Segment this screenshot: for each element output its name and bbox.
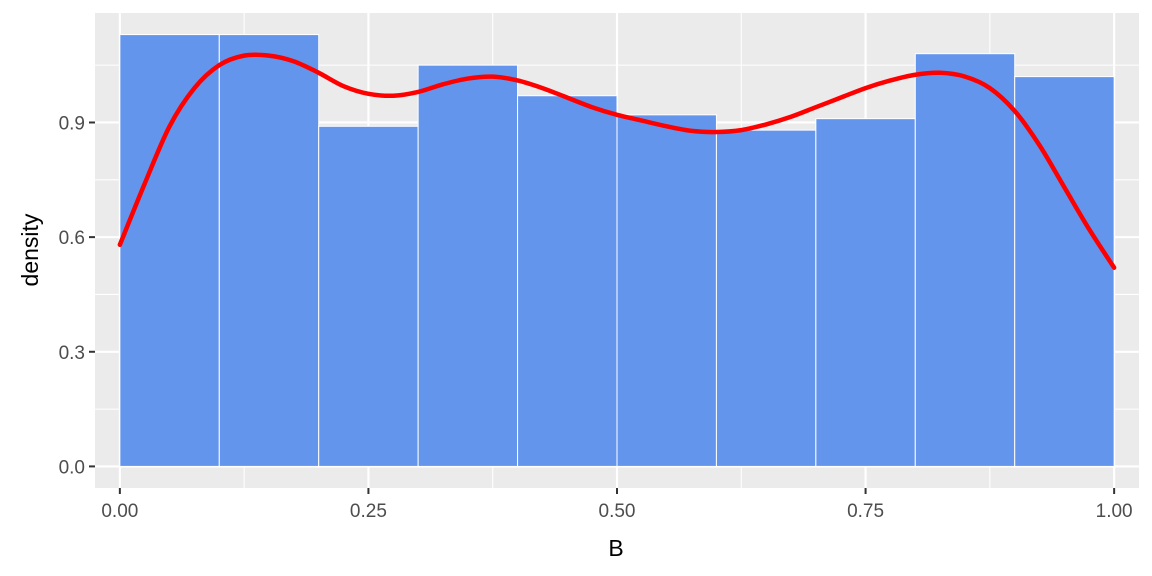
histogram-bar bbox=[616, 114, 717, 467]
y-tick-label: 0.0 bbox=[59, 457, 85, 478]
x-tick-label: 0.25 bbox=[350, 501, 387, 522]
histogram-bar bbox=[815, 118, 916, 467]
histogram-bar bbox=[218, 34, 320, 467]
histogram-bars bbox=[119, 34, 1115, 467]
density-curve bbox=[117, 52, 1117, 270]
x-tick-label: 0.00 bbox=[101, 501, 138, 522]
x-tick-label: 0.50 bbox=[599, 501, 636, 522]
histogram-bar bbox=[417, 64, 519, 467]
x-tick-label: 1.00 bbox=[1096, 501, 1133, 522]
histogram-bar bbox=[318, 125, 419, 467]
histogram-bar bbox=[715, 129, 817, 467]
x-tick-label: 0.75 bbox=[847, 501, 884, 522]
histogram-bar bbox=[914, 53, 1016, 467]
x-axis-title: B bbox=[608, 535, 623, 561]
y-tick-label: 0.9 bbox=[59, 113, 85, 134]
histogram-bar bbox=[1014, 76, 1115, 467]
y-tick-label: 0.3 bbox=[59, 343, 85, 364]
y-tick-label: 0.6 bbox=[59, 228, 85, 249]
y-axis-title: density bbox=[17, 213, 43, 286]
histogram-bar bbox=[517, 95, 618, 467]
y-axis: 0.0 0.3 0.6 0.9 bbox=[59, 113, 95, 478]
histogram-bar bbox=[119, 34, 220, 467]
x-axis: 0.00 0.25 0.50 0.75 1.00 bbox=[101, 488, 1133, 522]
